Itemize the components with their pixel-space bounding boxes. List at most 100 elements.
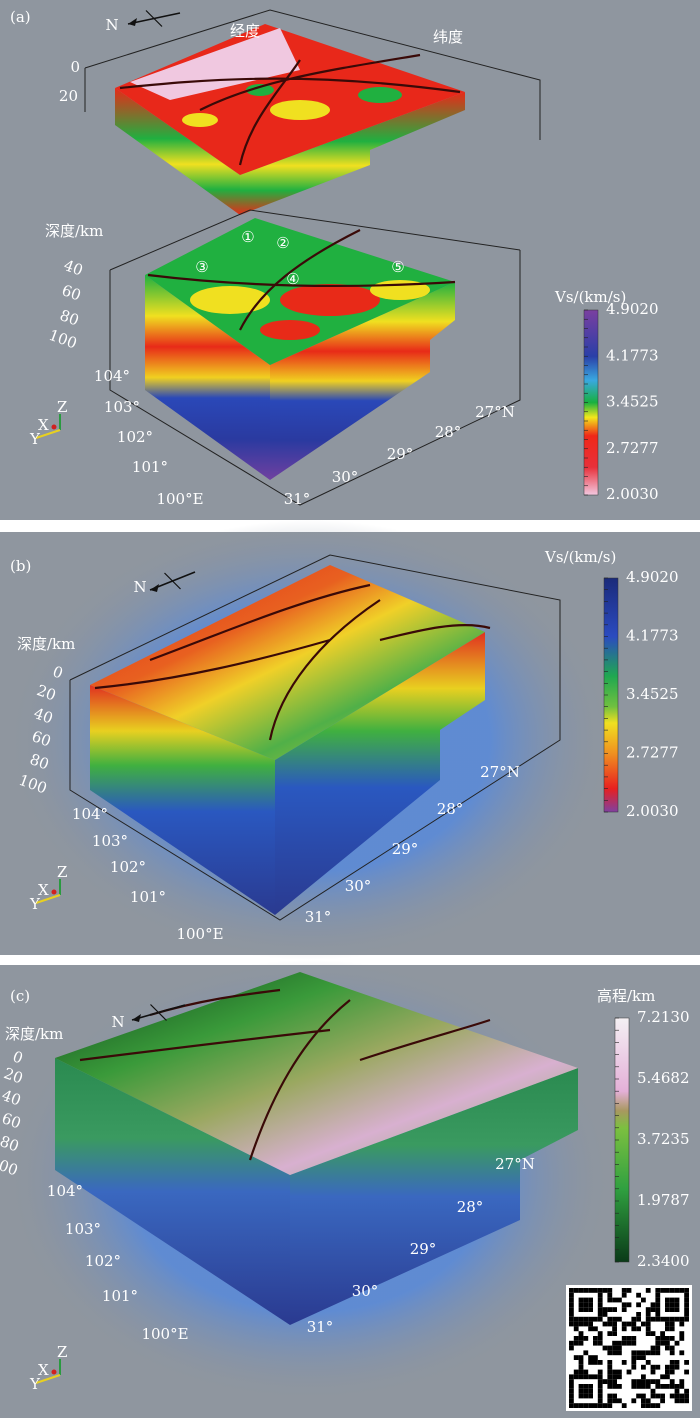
volume-a <box>84 9 541 506</box>
qr-module <box>679 1321 685 1327</box>
qr-module <box>674 1340 680 1346</box>
qr-module <box>583 1388 589 1394</box>
qr-module <box>631 1398 637 1404</box>
colorbar-tick-label: 4.1773 <box>606 346 659 364</box>
qr-module <box>684 1312 689 1317</box>
volume-c <box>10 960 610 1400</box>
qr-module <box>669 1379 675 1384</box>
qr-module <box>650 1379 656 1384</box>
qr-module <box>665 1321 670 1327</box>
qr-module <box>655 1393 661 1399</box>
qr-module <box>602 1288 608 1293</box>
qr-module <box>578 1369 584 1375</box>
axis-label: 纬度 <box>433 28 463 46</box>
qr-module <box>641 1364 646 1370</box>
triad-label: X <box>38 416 49 434</box>
qr-module <box>602 1403 608 1408</box>
depth-tick-label: 60 <box>0 1109 23 1132</box>
qr-module <box>597 1393 603 1399</box>
qr-module <box>569 1398 574 1404</box>
qr-module <box>578 1374 584 1380</box>
qr-module <box>569 1374 574 1380</box>
qr-module <box>665 1369 670 1375</box>
qr-module <box>636 1379 641 1384</box>
qr-module <box>583 1307 589 1312</box>
qr-module <box>593 1336 598 1341</box>
qr-module <box>636 1312 641 1317</box>
qr-module <box>583 1374 589 1380</box>
qr-module <box>655 1364 661 1370</box>
qr-module <box>607 1374 613 1380</box>
qr-module <box>593 1288 598 1293</box>
depth-tick-label: 80 <box>0 1132 21 1155</box>
qr-module <box>674 1388 680 1394</box>
qr-module <box>645 1321 651 1327</box>
qr-module <box>665 1364 670 1370</box>
qr-module <box>612 1331 617 1336</box>
longitude-tick-label: 103° <box>104 398 140 416</box>
qr-module <box>669 1393 675 1399</box>
qr-module <box>665 1288 670 1293</box>
latitude-tick-label: 28° <box>457 1198 484 1216</box>
qr-module <box>674 1302 680 1308</box>
qr-module <box>679 1316 685 1322</box>
qr-module <box>631 1321 637 1327</box>
latitude-tick-label: 28° <box>435 423 462 441</box>
qr-module <box>636 1316 641 1322</box>
qr-module <box>665 1316 670 1322</box>
qr-module <box>650 1403 656 1408</box>
depth-tick-label: 80 <box>27 750 51 773</box>
qr-module <box>607 1331 613 1336</box>
qr-module <box>612 1398 617 1404</box>
qr-module <box>588 1388 593 1394</box>
qr-module <box>612 1307 617 1312</box>
qr-module <box>645 1331 651 1336</box>
qr-module <box>679 1398 685 1404</box>
qr-module <box>641 1393 646 1399</box>
depth-tick-label: 20 <box>59 87 78 105</box>
qr-module <box>602 1321 608 1327</box>
qr-module <box>660 1288 665 1293</box>
colorbar-title: Vs/(km/s) <box>554 288 626 306</box>
qr-module <box>655 1345 661 1351</box>
qr-module <box>669 1336 675 1341</box>
qr-module <box>607 1379 613 1384</box>
qr-module <box>573 1316 579 1322</box>
qr-module <box>607 1292 613 1298</box>
qr-module <box>607 1398 613 1404</box>
qr-module <box>621 1307 627 1312</box>
qr-module <box>621 1321 627 1327</box>
qr-module <box>684 1398 689 1404</box>
qr-module <box>669 1321 675 1327</box>
qr-module <box>602 1307 608 1312</box>
qr-module <box>607 1321 613 1327</box>
north-arrowhead <box>150 584 159 592</box>
qr-module <box>578 1307 584 1312</box>
qr-module <box>684 1292 689 1298</box>
qr-module <box>597 1398 603 1404</box>
latitude-tick-label: 29° <box>392 840 419 858</box>
qr-module <box>645 1316 651 1322</box>
triad-label: Z <box>57 1343 67 1361</box>
qr-module <box>593 1340 598 1346</box>
qr-module <box>569 1316 574 1322</box>
qr-module <box>607 1297 613 1303</box>
qr-module <box>588 1307 593 1312</box>
qr-module <box>569 1388 574 1394</box>
qr-module <box>626 1288 632 1293</box>
qr-module <box>612 1379 617 1384</box>
qr-module <box>669 1345 675 1351</box>
qr-module <box>645 1307 651 1312</box>
qr-module <box>645 1326 651 1332</box>
latitude-tick-label: 27°N <box>480 763 520 781</box>
qr-module <box>569 1340 574 1346</box>
qr-module <box>588 1297 593 1303</box>
qr-module <box>612 1369 617 1375</box>
qr-module <box>617 1297 622 1303</box>
qr-module <box>617 1374 622 1380</box>
longitude-tick-label: 102° <box>85 1252 121 1270</box>
qr-module <box>578 1384 584 1389</box>
qr-module <box>679 1336 685 1341</box>
colorbar-tick-label: 1.9787 <box>637 1191 690 1209</box>
qr-module <box>588 1403 593 1408</box>
